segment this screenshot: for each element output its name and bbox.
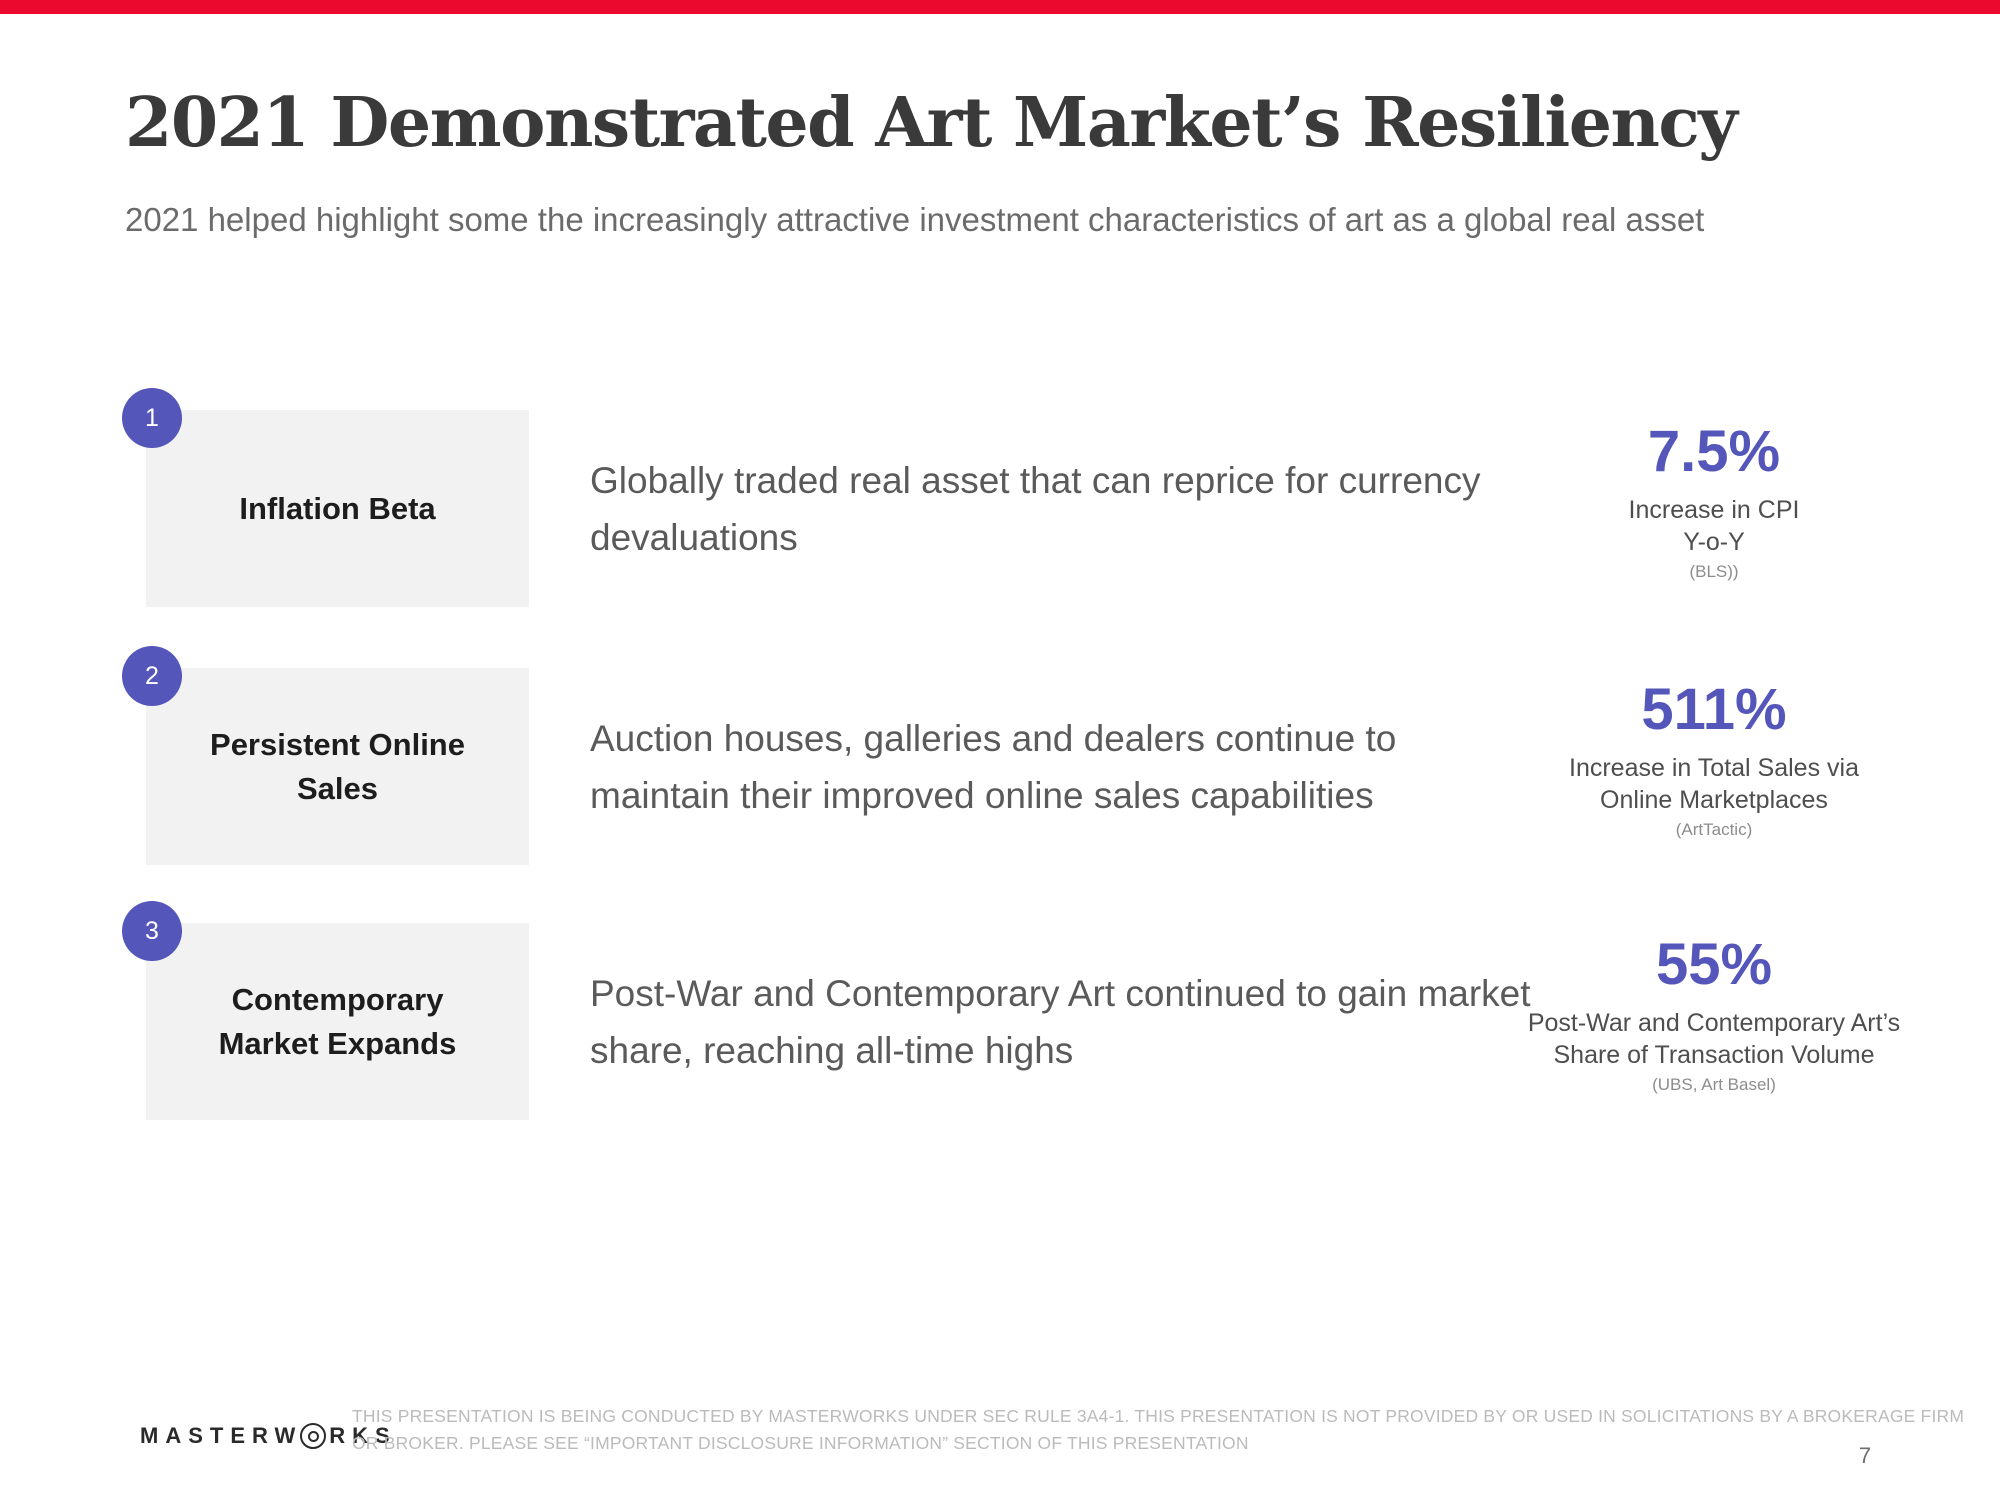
logo-o-inner-circle [307, 1430, 319, 1442]
stat-block-2: 511% Increase in Total Sales via Online … [1454, 678, 1974, 840]
logo-text-right: RKS [329, 1423, 397, 1448]
stat-source: (UBS, Art Basel) [1652, 1074, 1776, 1094]
stat-block-3: 55% Post-War and Contemporary Art’s Shar… [1454, 933, 1974, 1095]
stat-block-1: 7.5% Increase in CPI Y-o-Y (BLS)) [1454, 420, 1974, 582]
page-subtitle: 2021 helped highlight some the increasin… [125, 201, 1705, 238]
feature-description: Post-War and Contemporary Art continued … [590, 972, 1531, 1071]
masterworks-logo: MASTERW RKS [140, 1423, 397, 1449]
feature-box-contemporary-market-expands: Contemporary Market Expands [146, 923, 529, 1120]
logo-text-left: MASTERW [140, 1423, 303, 1448]
top-accent-bar [0, 0, 2000, 14]
stat-source: (ArtTactic) [1675, 819, 1753, 839]
feature-row-inflation-beta: 1 Inflation Beta Globally traded real as… [0, 388, 2000, 608]
number-badge-3: 3 [122, 901, 182, 961]
stat-value: 55% [1655, 932, 1773, 997]
stat-value: 511% [1641, 677, 1787, 742]
stat-caption: Increase in Total Sales via Online Marke… [1569, 753, 1859, 815]
number-badge-1: 1 [122, 388, 182, 448]
feature-row-persistent-online-sales: 2 Persistent Online Sales Auction houses… [0, 646, 2000, 866]
page-number: 7 [1858, 1443, 1872, 1468]
footer: MASTERW RKS THIS PRESENTATION IS BEING CO… [0, 1395, 2000, 1475]
feature-label: Contemporary Market Expands [218, 982, 457, 1061]
stat-caption: Post-War and Contemporary Art’s Share of… [1527, 1008, 1901, 1070]
stat-value: 7.5% [1647, 419, 1781, 484]
stat-source: (BLS)) [1689, 561, 1739, 581]
feature-row-contemporary-market-expands: 3 Contemporary Market Expands Post-War a… [0, 901, 2000, 1121]
logo-o-icon [300, 1423, 327, 1449]
feature-box-inflation-beta: Inflation Beta [146, 410, 529, 607]
number-badge-2: 2 [122, 646, 182, 706]
feature-description: Auction houses, galleries and dealers co… [590, 717, 1397, 816]
feature-box-persistent-online-sales: Persistent Online Sales [146, 668, 529, 865]
feature-label: Persistent Online Sales [210, 727, 465, 806]
feature-description: Globally traded real asset that can repr… [590, 459, 1481, 558]
disclaimer-text: THIS PRESENTATION IS BEING CONDUCTED BY … [352, 1406, 1965, 1454]
stat-caption: Increase in CPI Y-o-Y [1628, 495, 1800, 557]
page-title: 2021 Demonstrated Art Market’s Resilienc… [125, 83, 1738, 163]
feature-label: Inflation Beta [239, 490, 436, 526]
